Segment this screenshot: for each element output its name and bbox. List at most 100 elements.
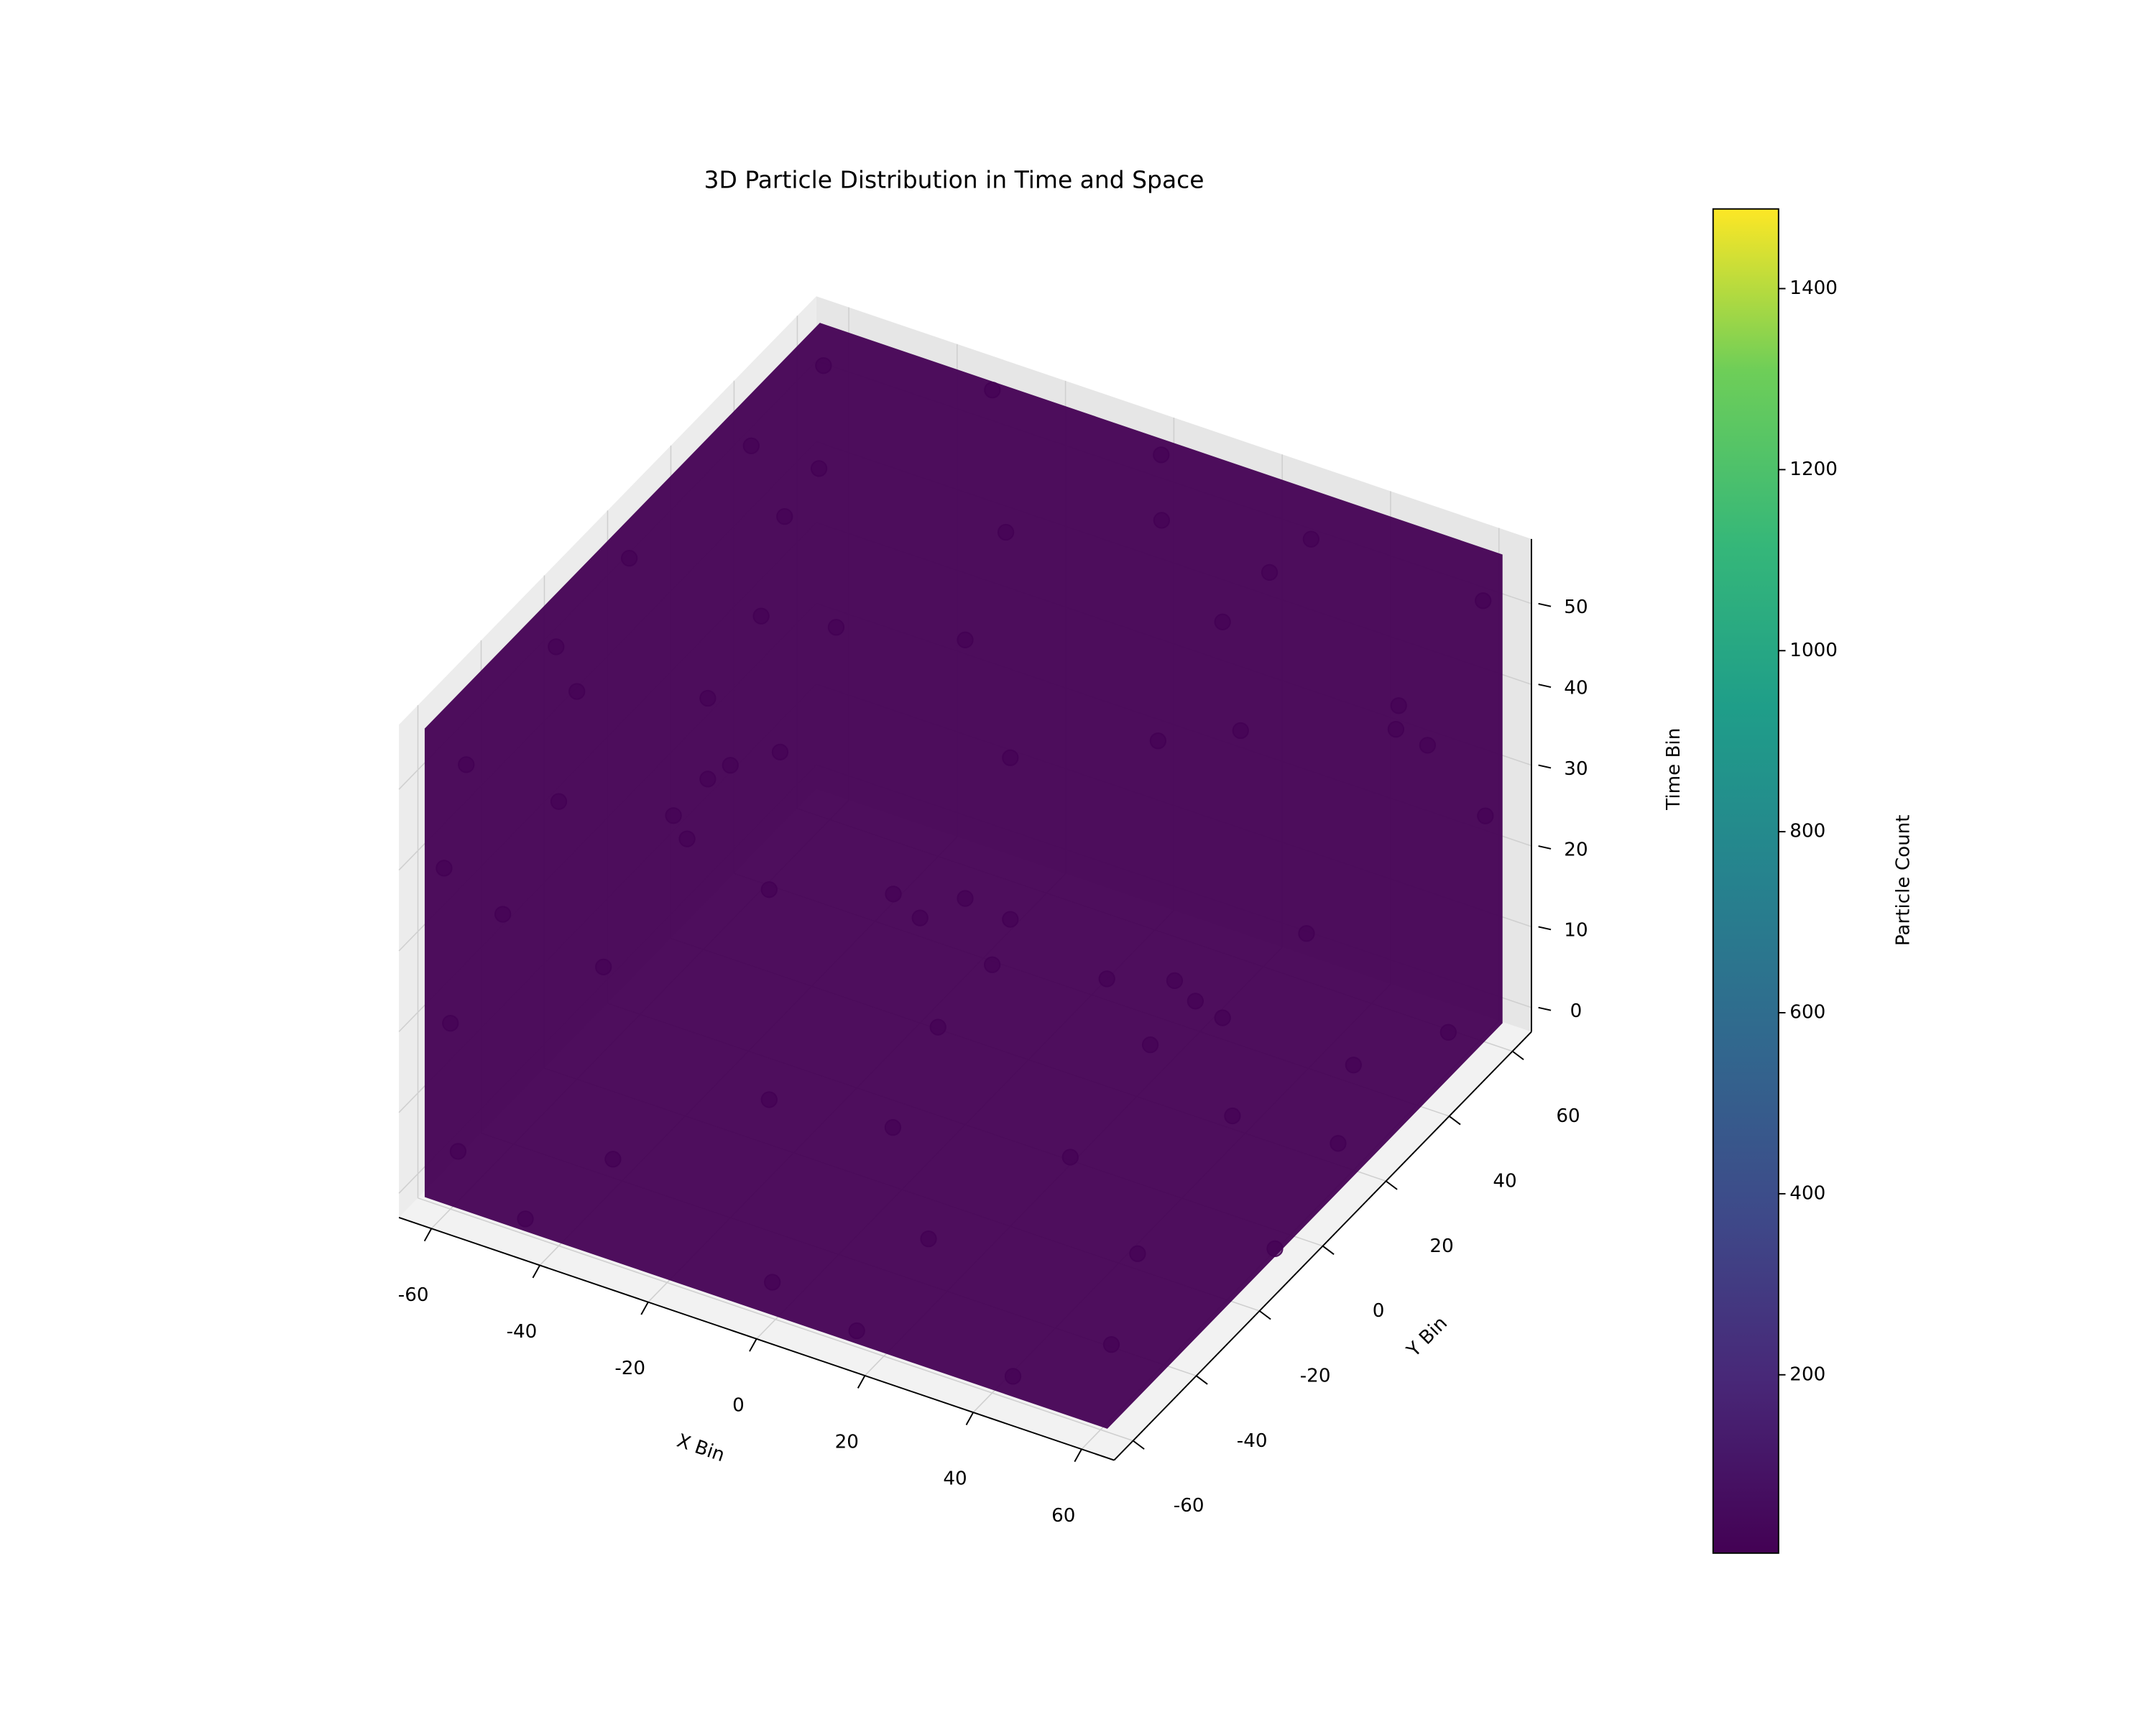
point: [1475, 592, 1492, 610]
y-tick-label: 0: [1373, 1300, 1385, 1322]
point: [1002, 749, 1019, 766]
point: [1129, 1245, 1146, 1262]
y-tick-label: 40: [1493, 1171, 1516, 1192]
colorbar-tick-label: 600: [1789, 1002, 1825, 1024]
y-tick-label: -60: [1174, 1495, 1204, 1517]
x-tick-label: 40: [943, 1468, 967, 1490]
y-tick-label: -40: [1237, 1430, 1268, 1452]
grid-line: [418, 1197, 1133, 1442]
x-tick-label: -40: [507, 1321, 538, 1343]
point: [810, 460, 828, 477]
y-tick: [1133, 1440, 1145, 1450]
point: [1387, 720, 1405, 738]
y-axis-line: [1113, 1031, 1532, 1461]
colorbar-tick-label: 1000: [1789, 640, 1838, 661]
point: [458, 756, 475, 773]
y-tick-label: 60: [1556, 1105, 1580, 1127]
point: [1149, 732, 1167, 750]
y-tick: [1322, 1245, 1335, 1255]
point: [760, 881, 778, 898]
point: [568, 683, 586, 700]
point: [742, 437, 760, 454]
colorbar-tick-label: 1200: [1789, 459, 1838, 480]
x-tick: [1074, 1448, 1082, 1463]
point: [1261, 564, 1279, 581]
x-tick: [965, 1412, 975, 1425]
point: [550, 793, 568, 810]
x-tick-label: 20: [835, 1431, 859, 1453]
colorbar: [1712, 208, 1779, 1554]
point: [984, 382, 1001, 399]
colorbar-tick-label: 200: [1789, 1363, 1825, 1385]
point: [776, 507, 793, 525]
z-tick: [1538, 926, 1552, 931]
y-tick-label: 20: [1429, 1236, 1453, 1257]
colorbar-tick-label: 1400: [1789, 277, 1838, 299]
point: [1102, 1335, 1120, 1353]
y-tick: [1385, 1180, 1398, 1190]
point: [699, 689, 717, 707]
x-tick-label: -60: [398, 1284, 429, 1306]
y-tick: [1259, 1310, 1271, 1320]
point: [929, 1018, 946, 1036]
point: [1061, 1149, 1079, 1166]
point: [827, 619, 845, 636]
colorbar-label: Particle Count: [1893, 814, 1915, 946]
colorbar-tick-label: 800: [1789, 821, 1825, 842]
point: [771, 743, 789, 760]
point: [1390, 697, 1407, 714]
point: [815, 357, 832, 374]
point: [957, 631, 974, 648]
point: [1004, 1368, 1022, 1385]
point: [760, 1091, 778, 1108]
point: [957, 890, 974, 907]
z-tick-label: 10: [1564, 920, 1588, 942]
point: [997, 523, 1015, 541]
point: [595, 958, 612, 975]
point: [1141, 1036, 1159, 1054]
point: [1214, 1009, 1231, 1026]
y-tick: [1196, 1375, 1208, 1385]
x-axis-label: X Bin: [674, 1430, 727, 1467]
point: [1232, 722, 1249, 740]
point: [494, 906, 512, 923]
point: [442, 1015, 459, 1032]
x-axis-line: [398, 1216, 1115, 1461]
z-tick: [1538, 602, 1552, 607]
y-tick: [1448, 1116, 1461, 1126]
point: [1214, 613, 1231, 630]
point: [1345, 1057, 1362, 1074]
z-tick-label: 0: [1570, 1000, 1583, 1022]
z-tick: [1538, 845, 1552, 850]
point-cloud: [424, 323, 1503, 1429]
point: [722, 757, 739, 774]
point: [1477, 807, 1494, 824]
point: [449, 1143, 467, 1160]
point: [885, 886, 902, 903]
y-tick-label: -20: [1300, 1365, 1331, 1386]
point: [620, 550, 638, 567]
point: [1153, 446, 1170, 464]
point: [983, 956, 1001, 973]
x-tick: [640, 1302, 649, 1315]
chart-title: 3D Particle Distribution in Time and Spa…: [704, 165, 1204, 193]
y-tick: [1511, 1050, 1524, 1061]
point: [1166, 972, 1184, 990]
point: [1419, 737, 1437, 754]
point: [1224, 1107, 1241, 1125]
x-tick: [749, 1338, 757, 1352]
colorbar-tick-label: 400: [1789, 1182, 1825, 1204]
point: [436, 860, 453, 877]
point: [665, 807, 682, 824]
point: [699, 770, 717, 788]
x-tick: [423, 1228, 433, 1242]
point: [517, 1210, 534, 1228]
x-tick: [532, 1264, 540, 1279]
z-tick-label: 40: [1564, 678, 1588, 699]
point: [1187, 993, 1204, 1010]
z-tick-label: 50: [1564, 597, 1588, 618]
x-tick-label: 0: [732, 1394, 745, 1416]
point: [1002, 911, 1019, 928]
z-tick: [1538, 764, 1552, 769]
x-tick: [857, 1375, 866, 1389]
